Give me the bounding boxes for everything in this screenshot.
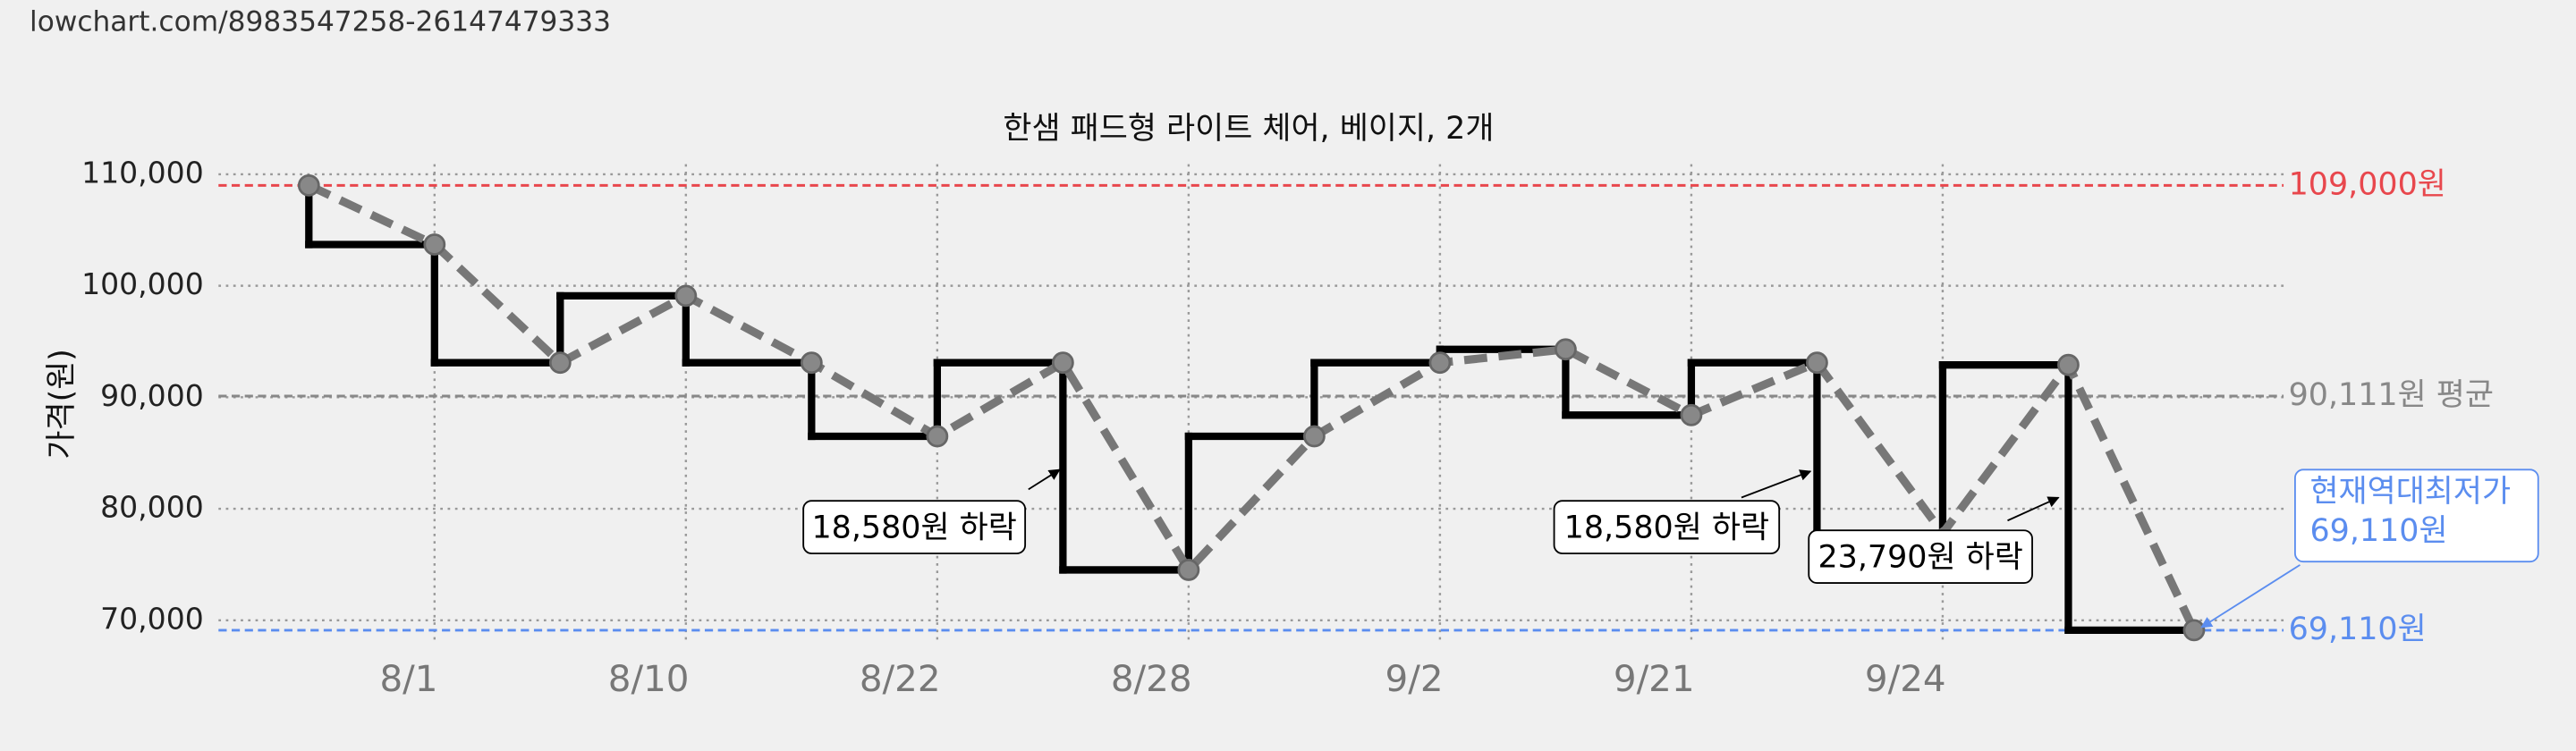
x-tick-label: 8/22 (860, 657, 941, 700)
y-tick-label: 100,000 (81, 266, 204, 301)
price-line (307, 181, 2199, 632)
price-point (1555, 338, 1577, 361)
x-tick-label: 8/10 (608, 657, 690, 700)
price-point (297, 173, 320, 197)
callout-text: 69,110원 (2309, 513, 2447, 549)
annotation-box (1553, 500, 1781, 554)
y-tick-label: 70,000 (100, 601, 204, 636)
annotation-arrow (1028, 468, 1061, 491)
price-point (2057, 353, 2080, 376)
callout-text: 현재역대최저가 (2309, 474, 2511, 510)
y-tick-label: 90,000 (100, 378, 204, 413)
price-point (674, 284, 698, 308)
annotation-arrow (1741, 469, 1812, 499)
x-tick-label: 9/21 (1614, 657, 1695, 700)
x-tick-label: 8/1 (379, 657, 437, 700)
x-tick-label: 9/24 (1865, 657, 1946, 700)
callout-box (2294, 468, 2539, 563)
price-point (800, 351, 823, 375)
price-point (1051, 351, 1074, 375)
x-tick-label: 8/28 (1111, 657, 1192, 700)
price-point (2182, 619, 2206, 642)
x-tick-label: 9/2 (1385, 657, 1444, 700)
price-point (926, 425, 949, 448)
y-tick-label: 110,000 (81, 155, 204, 190)
annotation-box (802, 500, 1027, 554)
annotation-text: 18,580원 하락 (1564, 510, 1769, 545)
reference-label: 90,111원 평균 (2289, 377, 2494, 413)
reference-label: 109,000원 (2289, 166, 2446, 202)
annotation-box (1808, 529, 2033, 584)
annotation-text: 18,580원 하락 (811, 510, 1016, 545)
chart-title: 한샘 패드형 라이트 체어, 베이지, 2개 (1003, 111, 1494, 147)
url: lowchart.com/8983547258-26147479333 (30, 6, 611, 38)
price-point (1806, 351, 1828, 375)
price-point (1302, 425, 1326, 448)
price-point (548, 351, 572, 375)
y-axis-label: 가격(원) (44, 349, 80, 459)
price-point (1177, 559, 1200, 581)
callout-arrow (2200, 564, 2301, 629)
price-point (1680, 403, 1703, 426)
reference-label: 69,110원 (2289, 612, 2427, 647)
annotation-arrow (2007, 496, 2060, 522)
y-tick-label: 80,000 (100, 490, 204, 525)
annotation-text: 23,790원 하락 (1818, 539, 2022, 575)
price-point (423, 233, 446, 256)
price-point (1428, 351, 1452, 375)
